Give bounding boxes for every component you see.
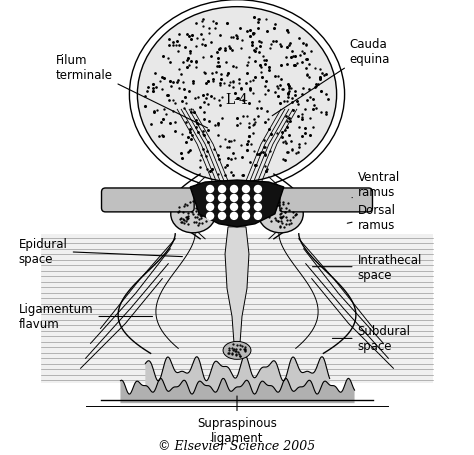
Text: Ventral
ramus: Ventral ramus	[352, 171, 400, 198]
Circle shape	[219, 204, 226, 211]
Circle shape	[207, 204, 214, 211]
Circle shape	[243, 186, 249, 193]
Circle shape	[243, 213, 249, 220]
Circle shape	[255, 195, 261, 202]
Circle shape	[207, 195, 214, 202]
FancyBboxPatch shape	[101, 188, 194, 212]
Circle shape	[255, 186, 261, 193]
Circle shape	[219, 195, 226, 202]
Text: Intrathecal
space: Intrathecal space	[312, 253, 422, 281]
Circle shape	[207, 213, 214, 220]
Ellipse shape	[129, 1, 345, 190]
Ellipse shape	[137, 8, 337, 182]
Polygon shape	[190, 181, 284, 228]
Text: Cauda
equina: Cauda equina	[272, 38, 390, 116]
Circle shape	[230, 204, 237, 211]
Polygon shape	[225, 228, 249, 354]
Circle shape	[230, 195, 237, 202]
Circle shape	[230, 186, 237, 193]
Circle shape	[230, 213, 237, 220]
Text: Subdural
space: Subdural space	[332, 325, 410, 353]
Circle shape	[243, 195, 249, 202]
FancyBboxPatch shape	[280, 188, 373, 212]
Text: Ligamentum
flavum: Ligamentum flavum	[19, 303, 153, 331]
Text: L-4: L-4	[226, 93, 248, 107]
Circle shape	[207, 186, 214, 193]
Circle shape	[219, 186, 226, 193]
Bar	[41, 234, 433, 384]
Text: Dorsal
ramus: Dorsal ramus	[347, 203, 395, 231]
Text: Supraspinous
ligament: Supraspinous ligament	[197, 396, 277, 444]
Ellipse shape	[171, 196, 216, 233]
Text: © Elsevier Science 2005: © Elsevier Science 2005	[158, 440, 316, 453]
Circle shape	[219, 213, 226, 220]
Text: Filum
terminale: Filum terminale	[55, 54, 208, 129]
Text: Epidural
space: Epidural space	[19, 237, 182, 265]
Circle shape	[255, 204, 261, 211]
Circle shape	[243, 204, 249, 211]
Circle shape	[255, 213, 261, 220]
Ellipse shape	[258, 196, 303, 233]
Ellipse shape	[223, 342, 251, 359]
